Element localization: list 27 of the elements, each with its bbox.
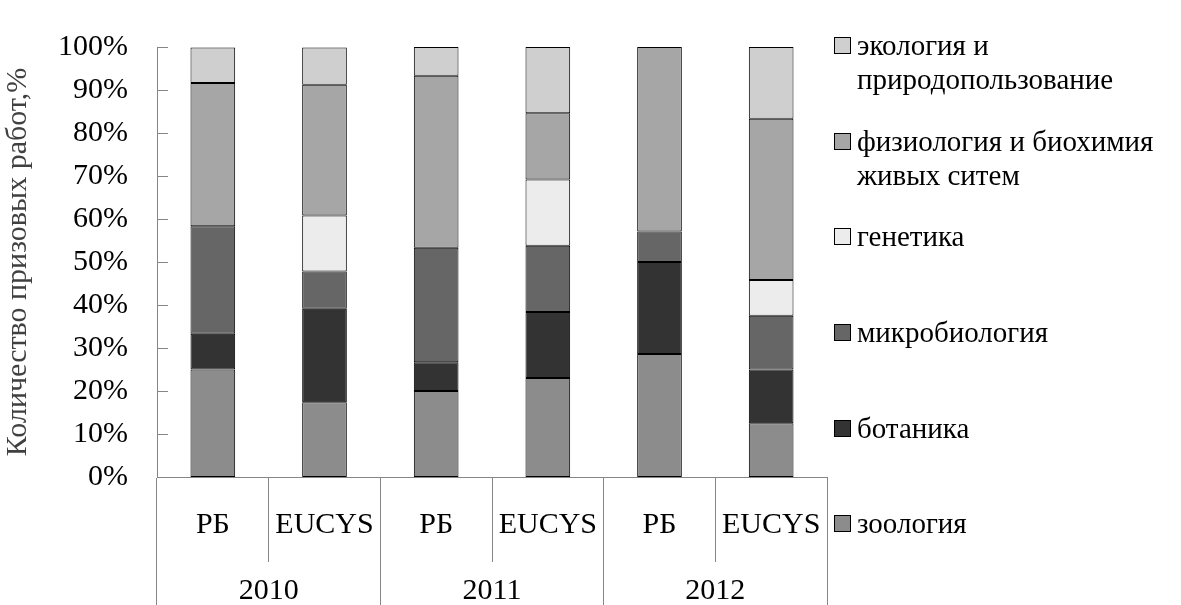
y-tick-label: 0%	[88, 457, 128, 491]
y-tick-label: 60%	[73, 199, 128, 233]
x-tick-label: РБ	[419, 505, 454, 539]
legend-label: экология и природопользование	[857, 28, 1115, 96]
text: 2012	[685, 571, 746, 605]
x-tick-label: EUCYS	[275, 505, 374, 539]
legend-label: ботаника	[857, 410, 970, 445]
legend-label: физиология и биохимия живых ситем	[857, 123, 1155, 192]
x-tick-label: РБ	[195, 505, 230, 539]
text: 2011	[462, 571, 522, 605]
x-tick-label: РБ	[642, 505, 677, 539]
y-tick-label: 70%	[73, 156, 128, 190]
text: 2010	[238, 571, 299, 605]
y-tick-label: 80%	[73, 113, 128, 147]
y-tick-label: 20%	[73, 371, 128, 405]
legend-label: микробиология	[857, 315, 1049, 349]
y-axis-title: Количество призовых работ,%	[0, 67, 32, 457]
x-tick-label: EUCYS	[498, 505, 598, 539]
y-tick-label: 30%	[73, 328, 128, 362]
y-tick-label: 50%	[73, 242, 128, 276]
legend-label: генетика	[857, 219, 965, 254]
y-tick-label: 90%	[73, 70, 128, 104]
y-tick-label: 10%	[73, 414, 128, 448]
x-tick-label: EUCYS	[721, 505, 821, 539]
y-tick-label: 40%	[73, 285, 128, 319]
legend-label: зоология	[857, 506, 967, 541]
y-tick-label: 100%	[58, 27, 128, 61]
